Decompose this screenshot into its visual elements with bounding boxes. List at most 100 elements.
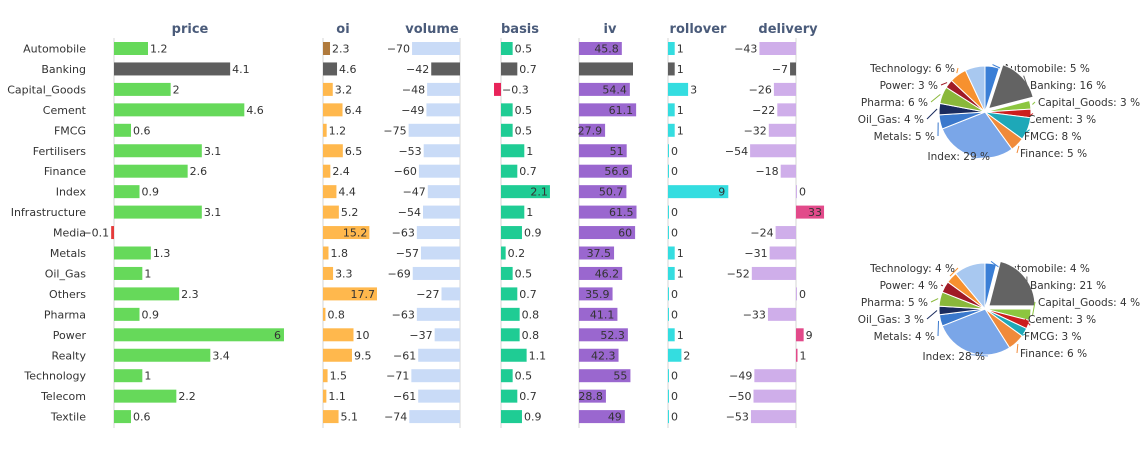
bar-rollover-fertilisers [668, 144, 669, 157]
value-label-delivery-technology: −49 [729, 370, 752, 383]
value-label-rollover-index: 9 [718, 186, 725, 199]
category-label-power: Power [53, 329, 87, 342]
value-label-price-telecom: 2.2 [178, 390, 196, 403]
bar-volume-power [435, 328, 460, 341]
pie-label-power: Power: 4 % [880, 280, 938, 292]
value-label-volume-power: −37 [409, 329, 432, 342]
value-label-delivery-cement: −22 [752, 104, 775, 117]
bar-oi-capital-goods [323, 83, 333, 96]
bar-delivery-others [796, 287, 797, 300]
value-label-rollover-others: 0 [671, 288, 678, 301]
value-label-oi-infrastructure: 5.2 [341, 206, 359, 219]
value-label-basis-oil-gas: 0.5 [515, 267, 533, 280]
value-label-iv-realty: 42.3 [591, 349, 616, 362]
bar-oi-power [323, 328, 354, 341]
bar-rollover-automobile [668, 42, 675, 55]
bar-volume-finance [419, 165, 460, 178]
value-label-volume-media: −63 [392, 227, 415, 240]
bar-delivery-textile [751, 410, 796, 423]
value-label-price-textile: 0.6 [133, 411, 151, 424]
pie-connector [931, 299, 938, 302]
value-label-price-fertilisers: 3.1 [204, 145, 222, 158]
bar-oi-infrastructure [323, 206, 339, 219]
pie-chart-1: Automobile: 5 %Banking: 16 %Capital_Good… [858, 63, 1140, 163]
value-label-volume-others: −27 [416, 288, 439, 301]
bar-volume-pharma [417, 308, 460, 321]
category-label-oil-gas: Oil_Gas [45, 267, 87, 280]
bar-delivery-fertilisers [750, 144, 796, 157]
pie-label-finance: Finance: 5 % [1020, 148, 1087, 160]
bar-basis-textile [501, 410, 522, 423]
bar-rollover-finance [668, 165, 669, 178]
pie-connector [941, 83, 947, 85]
value-label-rollover-fmcg: 1 [677, 124, 684, 137]
value-label-delivery-banking: −7 [772, 63, 788, 76]
bar-basis-pharma [501, 308, 520, 321]
bar-delivery-banking [790, 62, 796, 75]
value-label-rollover-finance: 0 [671, 165, 678, 178]
bar-delivery-media [776, 226, 796, 239]
bar-volume-infrastructure [423, 206, 460, 219]
value-label-oi-others: 17.7 [350, 288, 375, 301]
bar-price-fmcg [114, 124, 131, 137]
value-label-price-banking: 4.1 [232, 63, 250, 76]
value-label-basis-others: 0.7 [519, 288, 537, 301]
bar-delivery-oil-gas [752, 267, 796, 280]
value-label-basis-telecom: 0.7 [519, 390, 537, 403]
value-label-price-finance: 2.6 [190, 165, 208, 178]
bar-rollover-infrastructure [668, 206, 669, 219]
bar-price-technology [114, 369, 142, 382]
panel-header-price: price [172, 22, 209, 37]
value-label-oi-telecom: 1.1 [328, 390, 346, 403]
value-label-price-capital-goods: 2 [173, 83, 180, 96]
category-label-fertilisers: Fertilisers [33, 145, 87, 158]
bar-volume-metals [421, 247, 460, 260]
bar-volume-technology [411, 369, 460, 382]
bar-basis-automobile [501, 42, 513, 55]
pie-label-pharma: Pharma: 6 % [861, 97, 928, 109]
bar-basis-capital-goods [494, 83, 501, 96]
value-label-basis-realty: 1.1 [529, 349, 547, 362]
bar-volume-others [442, 287, 460, 300]
value-label-volume-realty: −61 [393, 349, 416, 362]
bar-rollover-telecom [668, 390, 669, 403]
value-label-basis-finance: 0.7 [519, 165, 537, 178]
pie-label-index: Index: 28 % [923, 351, 985, 363]
bar-basis-others [501, 287, 517, 300]
pie-connector [1017, 344, 1018, 353]
value-label-iv-metals: 37.5 [587, 247, 612, 260]
bar-basis-cement [501, 103, 513, 116]
category-label-cement: Cement [43, 104, 87, 117]
value-label-basis-banking: 0.7 [519, 63, 537, 76]
value-label-rollover-pharma: 0 [671, 308, 678, 321]
pie-label-technology: Technology: 4 % [869, 263, 955, 275]
panel-header-oi: oi [336, 22, 349, 37]
bar-price-capital-goods [114, 83, 171, 96]
bar-oi-pharma [323, 308, 325, 321]
value-label-rollover-capital-goods: 3 [690, 83, 697, 96]
value-label-iv-automobile: 45.8 [594, 43, 619, 56]
bar-oi-realty [323, 349, 352, 362]
bar-volume-index [428, 185, 460, 198]
bar-basis-media [501, 226, 522, 239]
pie-label-technology: Technology: 6 % [869, 63, 955, 75]
value-label-price-pharma: 0.9 [141, 308, 159, 321]
bar-price-textile [114, 410, 131, 423]
value-label-volume-index: −47 [403, 186, 426, 199]
panel-header-volume: volume [405, 22, 459, 37]
bar-basis-banking [501, 62, 517, 75]
bar-basis-fertilisers [501, 144, 524, 157]
pie-connector [1017, 146, 1019, 153]
bar-rollover-textile [668, 410, 669, 423]
value-label-rollover-fertilisers: 0 [671, 145, 678, 158]
bar-volume-automobile [412, 42, 460, 55]
value-label-rollover-metals: 1 [677, 247, 684, 260]
bar-volume-banking [431, 62, 460, 75]
bar-rollover-fmcg [668, 124, 675, 137]
bar-delivery-finance [781, 165, 796, 178]
value-label-basis-fmcg: 0.5 [515, 124, 533, 137]
bar-oi-fmcg [323, 124, 327, 137]
value-label-delivery-textile: −53 [726, 411, 749, 424]
value-label-price-technology: 1 [144, 370, 151, 383]
value-label-volume-fertilisers: −53 [398, 145, 421, 158]
